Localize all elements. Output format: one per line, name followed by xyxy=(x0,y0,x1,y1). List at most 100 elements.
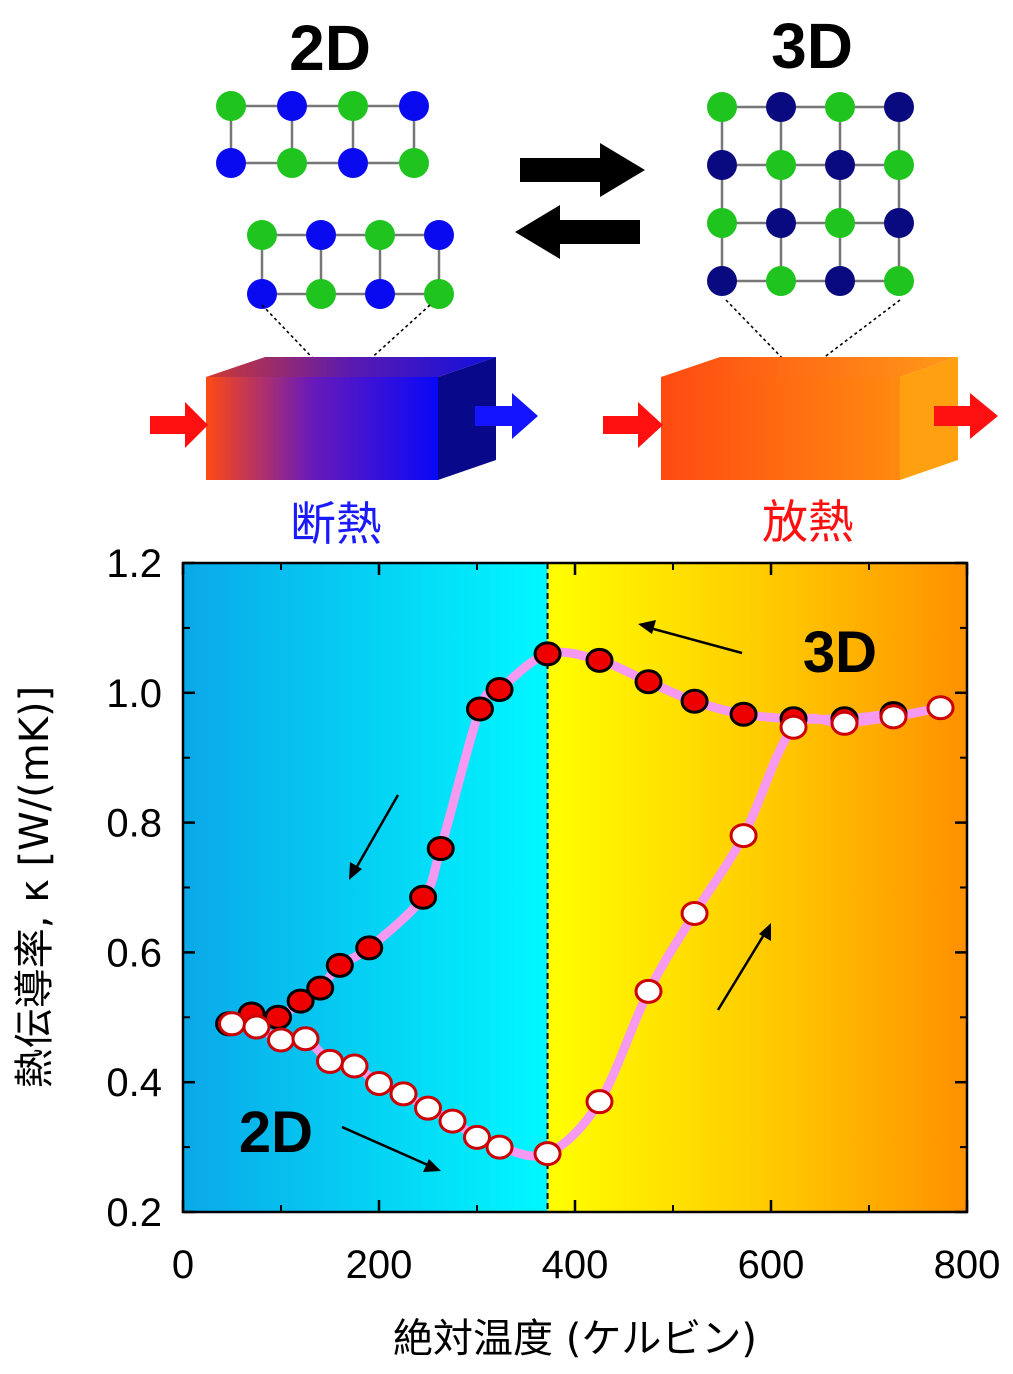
atom-blue xyxy=(825,266,855,296)
arrow-head-top xyxy=(638,620,656,634)
data-point-heating xyxy=(463,1124,491,1150)
data-point-heating xyxy=(879,704,908,730)
atom-green xyxy=(707,92,737,122)
arrow-head-bottom xyxy=(423,1159,441,1172)
block-2d-top xyxy=(206,357,496,377)
data-point-heating xyxy=(365,1070,393,1096)
atom-green xyxy=(424,279,454,309)
chart: 3D 2D 0 200 400 600 800 0.2 0.4 0.6 0.8 1.0 1.2 絶… xyxy=(12,542,1000,1362)
atom-blue xyxy=(766,92,796,122)
y-axis-title: 熱伝導率, κ [W/(mK)] xyxy=(12,686,58,1088)
data-point-cooling xyxy=(680,688,709,714)
label-3d: 3D xyxy=(771,10,853,82)
arrow-head-right xyxy=(759,923,771,941)
data-point-heating xyxy=(340,1053,369,1079)
data-point-heating xyxy=(242,1014,271,1040)
y-tick-label: 1.0 xyxy=(106,672,162,716)
block-2d-side xyxy=(438,357,496,480)
data-point-heating xyxy=(485,1134,514,1160)
y-tick-label: 0.2 xyxy=(106,1191,162,1235)
plot-bg-low-temp xyxy=(183,563,548,1212)
forward-arrow xyxy=(520,143,645,197)
data-point-cooling xyxy=(465,696,494,722)
arrow-head-left xyxy=(349,862,362,880)
atom-blue xyxy=(365,279,395,309)
caption-insulation: 断熱 xyxy=(290,497,382,551)
label-2d: 2D xyxy=(289,12,371,84)
atom-green xyxy=(306,279,336,309)
block-3d-front xyxy=(661,377,900,480)
atom-blue xyxy=(884,92,914,122)
data-point-cooling xyxy=(409,884,438,910)
x-tick-label: 800 xyxy=(934,1243,1001,1287)
atom-blue xyxy=(707,150,737,180)
data-point-heating xyxy=(218,1011,246,1037)
atom-green xyxy=(216,91,246,121)
data-point-cooling xyxy=(286,988,315,1014)
atom-green xyxy=(277,148,307,178)
atom-green xyxy=(884,150,914,180)
atom-blue xyxy=(306,220,336,250)
schematic: 2D 3D xyxy=(150,10,998,551)
atom-green xyxy=(247,220,277,250)
atom-blue xyxy=(247,279,277,309)
atom-blue xyxy=(707,266,737,296)
data-point-heating xyxy=(680,900,709,926)
data-point-cooling xyxy=(426,836,455,862)
region-label-2d: 2D xyxy=(239,1100,313,1165)
data-point-cooling xyxy=(355,935,384,961)
direction-arrows xyxy=(341,620,771,1172)
zoom-lines xyxy=(261,299,901,373)
backward-arrow xyxy=(515,205,640,259)
data-point-cooling xyxy=(306,975,335,1001)
axis-ticks xyxy=(181,561,969,1214)
data-point-heating xyxy=(634,978,663,1004)
data-point-heating xyxy=(316,1048,344,1074)
x-tick-label: 400 xyxy=(542,1243,609,1287)
data-point-heating xyxy=(926,695,955,721)
data-point-heating xyxy=(533,1141,562,1167)
y-tick-label: 0.4 xyxy=(106,1061,162,1105)
atom-blue xyxy=(424,220,454,250)
data-point-cooling xyxy=(634,669,663,695)
data-point-cooling xyxy=(485,677,514,703)
y-tick-label: 0.6 xyxy=(106,931,162,975)
heat-out-arrow-2d xyxy=(475,393,538,439)
atom-green xyxy=(707,208,737,238)
data-point-cooling xyxy=(533,641,562,667)
data-point-heating xyxy=(414,1095,442,1121)
equilibrium-arrows xyxy=(515,143,645,259)
atom-green xyxy=(399,148,429,178)
data-point-cooling xyxy=(585,647,614,673)
atom-green xyxy=(766,266,796,296)
data-point-heating xyxy=(291,1026,320,1052)
x-tick-label: 0 xyxy=(172,1243,194,1287)
data-point-heating xyxy=(585,1089,614,1115)
atom-green xyxy=(766,150,796,180)
block-2d-front xyxy=(206,377,438,480)
heat-out-arrow-3d xyxy=(934,393,998,439)
x-axis-title: 絶対温度 (ケルビン) xyxy=(393,1316,757,1362)
y-tick-label: 0.8 xyxy=(106,802,162,846)
lattice-3d xyxy=(707,92,914,296)
atom-blue xyxy=(216,148,246,178)
block-3d xyxy=(661,357,958,480)
data-point-heating xyxy=(389,1081,418,1107)
caption-heat-release: 放熱 xyxy=(762,495,854,549)
block-3d-top xyxy=(661,357,958,377)
series-heating xyxy=(218,695,955,1167)
heat-in-arrow-3d xyxy=(603,402,663,448)
x-tick-label: 600 xyxy=(738,1243,805,1287)
lattice-2d-upper xyxy=(216,91,429,178)
atom-blue xyxy=(277,91,307,121)
atom-blue xyxy=(766,208,796,238)
atom-green xyxy=(365,220,395,250)
block-3d-side xyxy=(900,357,958,480)
data-point-cooling xyxy=(729,701,758,727)
data-point-heating xyxy=(729,823,758,849)
x-tick-label: 200 xyxy=(346,1243,413,1287)
atom-blue xyxy=(399,91,429,121)
atom-blue xyxy=(825,150,855,180)
y-tick-labels: 0.2 0.4 0.6 0.8 1.0 1.2 xyxy=(106,542,162,1235)
